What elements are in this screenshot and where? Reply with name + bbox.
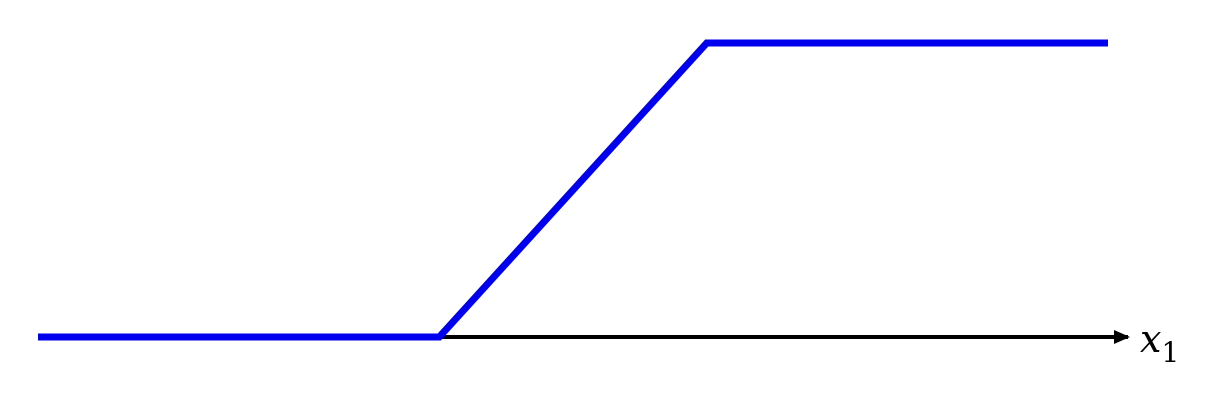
x-axis-label-subscript: 1 (1161, 336, 1179, 369)
series-line (38, 39, 1108, 341)
data-points (37, 42, 1109, 338)
x-axis-label: x1 (1140, 317, 1179, 369)
x-axis-label-base: x (1140, 317, 1161, 361)
